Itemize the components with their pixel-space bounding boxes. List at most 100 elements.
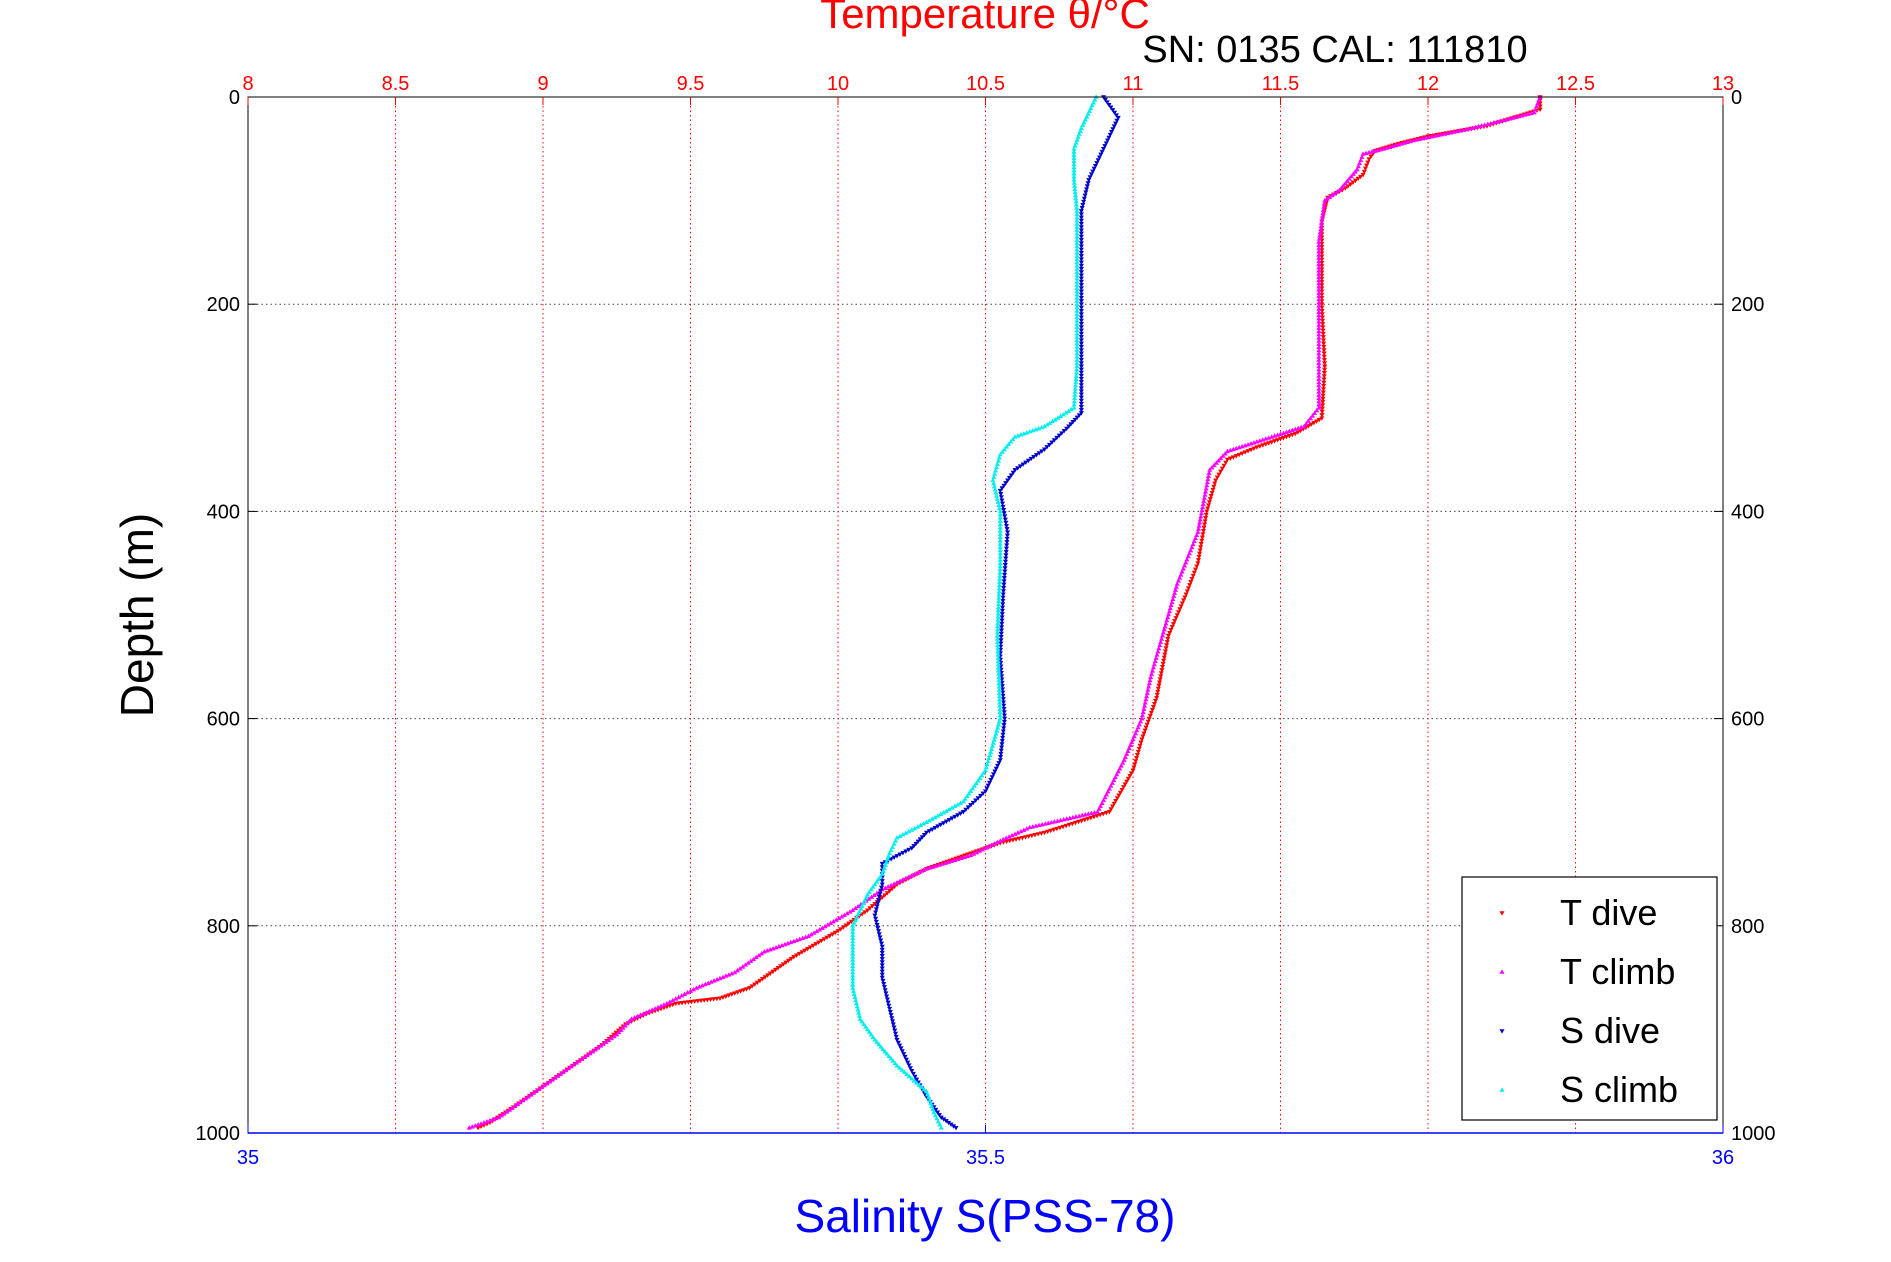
data-point <box>1109 130 1115 135</box>
data-point <box>923 819 930 824</box>
data-point <box>1202 492 1208 497</box>
data-point <box>1320 400 1326 405</box>
data-point <box>1132 762 1138 767</box>
data-point <box>1000 836 1006 842</box>
data-point <box>1184 589 1190 594</box>
data-point <box>1088 172 1094 177</box>
data-point <box>1320 403 1326 408</box>
depth-tick-label-right: 800 <box>1731 916 1764 938</box>
legend-box <box>1461 876 1718 1121</box>
data-point <box>608 1035 614 1041</box>
data-point <box>955 856 961 861</box>
data-point <box>1044 445 1050 450</box>
data-point <box>936 862 942 867</box>
data-point <box>1130 736 1136 742</box>
data-point <box>919 1084 925 1090</box>
data-point <box>1321 374 1327 379</box>
data-point <box>1320 387 1326 392</box>
data-point <box>1230 446 1236 452</box>
data-point <box>1441 131 1447 136</box>
data-point <box>1010 436 1016 442</box>
data-point <box>776 943 782 949</box>
data-point <box>946 806 952 812</box>
legend-marker <box>1499 911 1505 916</box>
data-point <box>1078 305 1084 311</box>
data-point <box>879 871 885 876</box>
data-point <box>1144 690 1150 695</box>
data-point <box>998 755 1004 760</box>
temperature-tick-label: 12.5 <box>1556 73 1595 95</box>
data-point <box>1084 187 1090 192</box>
data-point <box>1320 318 1326 324</box>
data-point <box>1198 510 1204 516</box>
data-point <box>914 1080 920 1085</box>
data-point <box>943 808 949 813</box>
data-point <box>876 929 882 934</box>
data-point <box>1018 828 1024 834</box>
data-point <box>878 938 884 943</box>
data-point <box>1078 364 1084 369</box>
data-point <box>1201 498 1207 503</box>
data-point <box>901 1069 907 1074</box>
data-point <box>805 933 812 938</box>
data-point <box>882 1048 888 1054</box>
data-point <box>1329 192 1335 198</box>
data-point <box>1368 154 1374 160</box>
data-point <box>1079 206 1085 211</box>
data-point <box>1283 429 1289 434</box>
data-point <box>999 625 1005 630</box>
data-point <box>557 1071 563 1076</box>
data-point <box>993 490 999 495</box>
data-point <box>1528 110 1534 116</box>
data-point <box>1159 665 1166 670</box>
data-point <box>1321 358 1327 363</box>
data-point <box>1174 613 1180 618</box>
data-point <box>851 920 857 925</box>
data-point <box>1206 500 1212 505</box>
data-point <box>1010 470 1016 476</box>
data-point <box>1150 664 1156 670</box>
data-point <box>1222 451 1228 456</box>
data-point <box>1088 810 1094 816</box>
data-point <box>890 1019 896 1024</box>
data-point <box>859 903 865 908</box>
data-point <box>1173 584 1179 589</box>
data-point <box>539 1084 545 1090</box>
data-point <box>935 1110 941 1115</box>
data-point <box>1151 661 1157 667</box>
data-point <box>1163 646 1169 651</box>
data-point <box>1191 538 1197 544</box>
data-point <box>892 1028 898 1034</box>
data-point <box>932 814 938 820</box>
data-point <box>1199 535 1205 540</box>
depth-tick-label-left: 1000 <box>196 1123 241 1145</box>
data-point <box>952 803 958 809</box>
data-point <box>1085 181 1091 186</box>
data-point <box>1160 661 1166 667</box>
data-point <box>1041 423 1048 429</box>
data-point <box>1004 540 1010 545</box>
data-point <box>1354 166 1360 172</box>
data-point <box>1472 124 1478 130</box>
data-point <box>975 796 981 801</box>
data-point <box>1084 114 1090 119</box>
data-point <box>977 848 983 853</box>
data-point <box>1207 467 1213 472</box>
data-point <box>872 1037 878 1042</box>
data-point <box>1012 831 1018 836</box>
data-point <box>1157 642 1163 648</box>
data-point <box>992 487 998 492</box>
data-point <box>998 628 1005 633</box>
data-point <box>1447 130 1454 135</box>
data-point <box>1519 113 1525 118</box>
data-point <box>856 1013 862 1018</box>
data-point <box>966 791 972 796</box>
data-point <box>1211 462 1217 468</box>
data-point <box>975 778 981 783</box>
data-point <box>879 950 885 956</box>
data-point <box>1099 149 1105 155</box>
data-point <box>906 874 912 879</box>
data-point <box>1096 155 1102 160</box>
data-point <box>1000 501 1006 507</box>
